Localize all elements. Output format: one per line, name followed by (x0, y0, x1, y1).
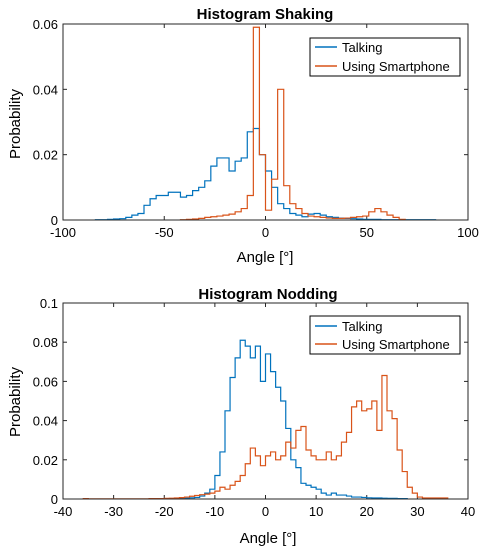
series-line-smartphone (179, 26, 406, 221)
x-tick-label: 0 (262, 225, 269, 240)
x-tick-label: -40 (54, 504, 73, 519)
legend-label-smartphone: Using Smartphone (342, 59, 450, 74)
x-tick-label: 0 (262, 504, 269, 519)
legend-box (309, 37, 461, 77)
y-tick-label: 0.04 (33, 414, 58, 429)
chart-nodding: Histogram Nodding Angle [°] Probability … (7, 286, 475, 547)
x-tick-label: 30 (410, 504, 424, 519)
x-tick-label: -20 (155, 504, 174, 519)
x-tick-label: 100 (457, 225, 479, 240)
x-axis-label: Angle [°] (237, 249, 294, 266)
y-tick-label: 0.08 (33, 335, 58, 350)
y-tick-label: 0.02 (33, 148, 58, 163)
legend-box (309, 315, 461, 355)
x-tick-label: 40 (461, 504, 475, 519)
x-tick-label: 50 (360, 225, 374, 240)
legend-label-talking: Talking (342, 40, 382, 55)
legend: Talking Using Smartphone (309, 37, 461, 77)
axes-box (62, 23, 469, 221)
y-tick-label: 0.1 (40, 296, 58, 311)
y-tick-label: 0.02 (33, 453, 58, 468)
legend-label-talking: Talking (342, 319, 382, 334)
y-tick-label: 0 (51, 492, 58, 507)
x-tick-label: -50 (155, 225, 174, 240)
x-axis-label: Angle [°] (240, 530, 297, 547)
legend: Talking Using Smartphone (309, 315, 461, 355)
y-axis-label: Probability (7, 366, 24, 437)
chart-title: Histogram Nodding (198, 286, 337, 303)
y-tick-label: 0 (51, 213, 58, 228)
tick-group: -40 -30 -20 -10 0 10 20 30 40 0 0.02 0.04 0.06 0.08 0.… (33, 296, 476, 519)
series-line-talking (173, 339, 408, 500)
x-tick-label: -10 (205, 504, 224, 519)
legend-label-smartphone: Using Smartphone (342, 337, 450, 352)
chart-shaking: Histogram Shaking Angle [°] Probability … (7, 6, 479, 266)
x-tick-label: -30 (104, 504, 123, 519)
plot-area (62, 23, 469, 221)
series-line-smartphone (82, 374, 449, 500)
chart-title: Histogram Shaking (197, 6, 334, 23)
x-tick-label: 10 (309, 504, 323, 519)
axes-box (62, 302, 469, 500)
x-tick-label: -100 (50, 225, 76, 240)
x-tick-label: 20 (360, 504, 374, 519)
y-axis-label: Probability (7, 88, 24, 159)
plot-area (62, 302, 469, 500)
y-tick-label: 0.04 (33, 82, 58, 97)
y-tick-label: 0.06 (33, 17, 58, 32)
y-tick-label: 0.06 (33, 374, 58, 389)
series-line-talking (94, 127, 437, 221)
tick-group: -100 -50 0 50 100 0 0.02 0.04 0.06 (33, 17, 479, 240)
